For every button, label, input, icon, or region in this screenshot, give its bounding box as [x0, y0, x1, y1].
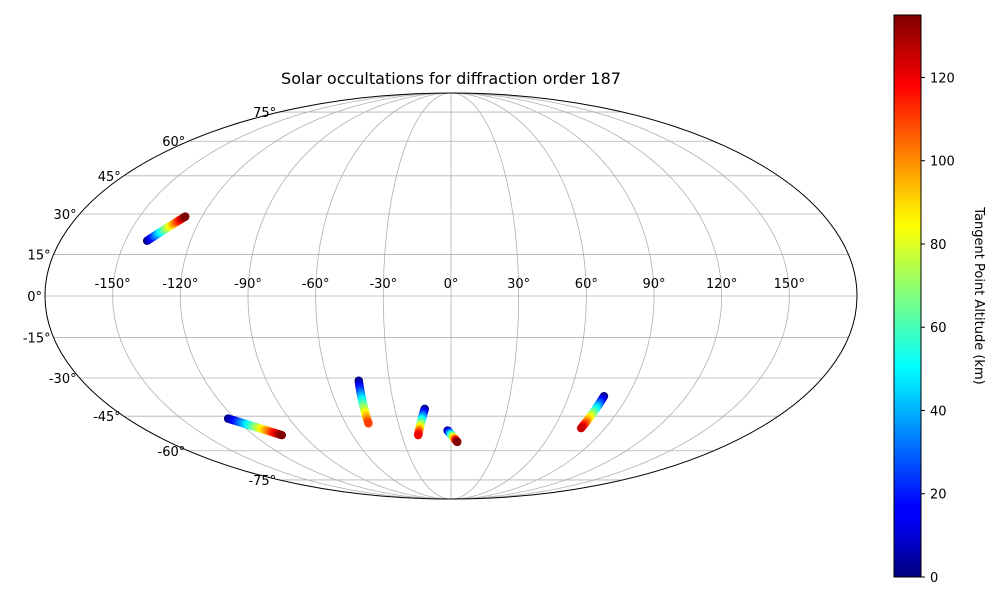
occultation-track — [413, 404, 429, 440]
longitude-tick-labels: -150° -120° -90° -60° -30° 0° 30° 60° 90° 120° 150… — [95, 277, 805, 292]
latitude-tick-label: 30° — [54, 208, 77, 223]
colorbar-label: Tangent Point Altitude (km) — [971, 206, 986, 384]
colorbar-tick-label: 120 — [930, 71, 955, 86]
latitude-tick-label: 15° — [28, 248, 51, 263]
longitude-tick-label: 60° — [575, 277, 598, 292]
colorbar-tick-label: 20 — [930, 488, 947, 503]
longitude-tick-label: -60° — [302, 277, 330, 292]
longitude-tick-label: 150° — [774, 277, 805, 292]
longitude-tick-label: 120° — [706, 277, 737, 292]
latitude-tick-label: -45° — [93, 410, 121, 425]
occultation-point — [453, 437, 462, 447]
occultation-point — [181, 212, 190, 221]
occultation-point — [277, 430, 287, 440]
colorbar-tick-label: 80 — [930, 238, 947, 253]
chart-title: Solar occultations for diffraction order… — [281, 69, 621, 88]
colorbar-tick-label: 60 — [930, 321, 947, 336]
latitude-tick-label: 45° — [98, 170, 121, 185]
occultation-track — [142, 212, 190, 245]
latitude-tick-label: -75° — [248, 474, 276, 489]
longitude-tick-label: -120° — [162, 277, 198, 292]
colorbar — [893, 14, 922, 578]
occultation-track — [443, 426, 462, 447]
colorbar-tick-label: 100 — [930, 155, 955, 170]
latitude-tick-labels: 75° 60° 45° 30° 15° 0° -15° -30° -45° -60° -75° — [23, 106, 276, 489]
longitude-tick-label: -150° — [95, 277, 131, 292]
latitude-tick-label: 0° — [27, 290, 42, 305]
occultation-point — [576, 423, 586, 433]
occultation-point — [413, 430, 423, 440]
occultation-track — [354, 376, 373, 428]
latitude-tick-label: -15° — [23, 332, 51, 347]
latitude-tick-label: 60° — [162, 135, 185, 150]
longitude-tick-label: 0° — [444, 277, 459, 292]
graticule — [45, 93, 857, 499]
colorbar-ticks: 0 20 40 60 80 100 120 — [921, 71, 955, 586]
colorbar-tick-label: 0 — [930, 571, 938, 586]
longitude-tick-label: -30° — [369, 277, 397, 292]
longitude-tick-label: -90° — [234, 277, 262, 292]
latitude-tick-label: 75° — [253, 106, 276, 121]
longitude-tick-label: 90° — [642, 277, 665, 292]
occultation-tracks — [142, 212, 609, 447]
colorbar-tick-label: 40 — [930, 404, 947, 419]
occultation-point — [364, 419, 373, 428]
occultation-track — [576, 391, 609, 433]
map-boundary — [44, 92, 858, 500]
latitude-tick-label: -60° — [158, 445, 186, 460]
occultation-track — [223, 414, 287, 440]
latitude-tick-label: -30° — [49, 372, 77, 387]
longitude-tick-label: 30° — [507, 277, 530, 292]
